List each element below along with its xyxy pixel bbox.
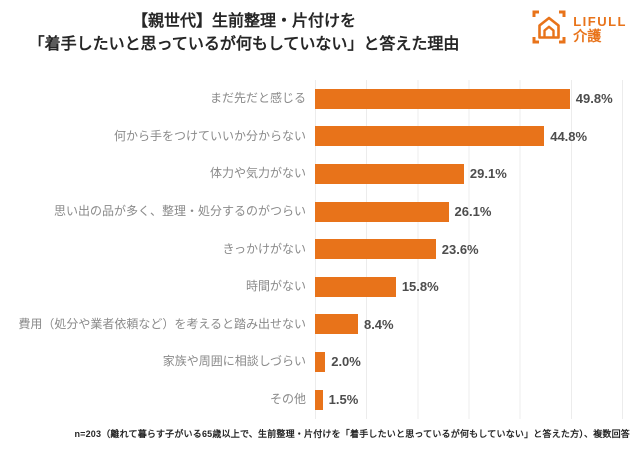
footnote: n=203（離れて暮らす子がいる65歳以上で、生前整理・片付けを「着手したいと思… <box>74 429 630 439</box>
chart-row: きっかけがない 23.6% <box>0 230 640 268</box>
chart-row: その他 1.5% <box>0 381 640 419</box>
bar-area: 49.8% <box>315 88 623 109</box>
logo-brand-text: LIFULL <box>573 13 627 29</box>
category-label: 費用（処分や業者依頼など）を考えると踏み出せない <box>18 316 306 331</box>
bar <box>315 351 326 372</box>
bar-area: 29.1% <box>315 163 623 184</box>
logo-sub-text: 介護 <box>573 27 602 44</box>
header: 【親世代】生前整理・片付けを 「着手したいと思っているが何もしていない」と答えた… <box>0 0 640 64</box>
value-label: 49.8% <box>575 91 613 107</box>
chart-row: 時間がない 15.8% <box>0 268 640 306</box>
page-title: 【親世代】生前整理・片付けを 「着手したいと思っているが何もしていない」と答えた… <box>0 10 488 56</box>
chart-row: 家族や周囲に相談しづらい 2.0% <box>0 343 640 381</box>
chart-row: 何から手をつけていいか分からない 44.8% <box>0 118 640 156</box>
bar-area: 2.0% <box>315 351 623 372</box>
lifull-kaigo-logo: LIFULL 介護 <box>531 9 627 50</box>
bar <box>315 314 358 335</box>
value-label: 8.4% <box>363 316 394 332</box>
bar <box>315 163 464 184</box>
chart-row: まだ先だと感じる 49.8% <box>0 80 640 118</box>
chart-row: 体力や気力がない 29.1% <box>0 155 640 193</box>
bar-area: 1.5% <box>315 389 623 410</box>
value-label: 2.0% <box>331 354 361 370</box>
category-label: 時間がない <box>245 279 306 294</box>
value-label: 44.8% <box>550 128 588 144</box>
bar <box>315 201 449 222</box>
chart-row: 費用（処分や業者依頼など）を考えると踏み出せない 8.4% <box>0 306 640 344</box>
value-label: 23.6% <box>441 241 479 257</box>
category-label: その他 <box>269 392 306 407</box>
bar <box>315 239 436 260</box>
bar-area: 44.8% <box>315 126 623 147</box>
value-label: 26.1% <box>454 204 492 220</box>
category-label: 体力や気力がない <box>209 166 306 181</box>
bar <box>315 88 570 109</box>
category-label: 家族や周囲に相談しづらい <box>162 354 306 369</box>
bar <box>315 276 396 297</box>
bar-chart: まだ先だと感じる 49.8% 何から手をつけていいか分からない 44.8% 体力… <box>0 80 640 419</box>
page-title-line1: 【親世代】生前整理・片付けを <box>131 13 356 30</box>
bar-area: 15.8% <box>315 276 623 297</box>
category-label: きっかけがない <box>222 241 306 256</box>
bar-area: 26.1% <box>315 201 623 222</box>
value-label: 1.5% <box>328 392 359 408</box>
page-title-line2: 「着手したいと思っているが何もしていない」と答えた理由 <box>28 36 460 54</box>
logo-text: LIFULL 介護 <box>573 13 627 45</box>
value-label: 15.8% <box>401 279 439 295</box>
value-label: 29.1% <box>469 166 507 182</box>
category-label: 何から手をつけていいか分からない <box>113 128 306 143</box>
chart-rows: まだ先だと感じる 49.8% 何から手をつけていいか分からない 44.8% 体力… <box>0 80 640 418</box>
bar <box>315 389 323 410</box>
category-label: まだ先だと感じる <box>209 91 306 106</box>
bar-area: 8.4% <box>315 314 623 335</box>
category-label: 思い出の品が多く、整理・処分するのがつらい <box>53 204 306 219</box>
lifull-house-icon <box>531 9 567 50</box>
bar-area: 23.6% <box>315 239 623 260</box>
chart-row: 思い出の品が多く、整理・処分するのがつらい 26.1% <box>0 193 640 231</box>
bar <box>315 126 545 147</box>
